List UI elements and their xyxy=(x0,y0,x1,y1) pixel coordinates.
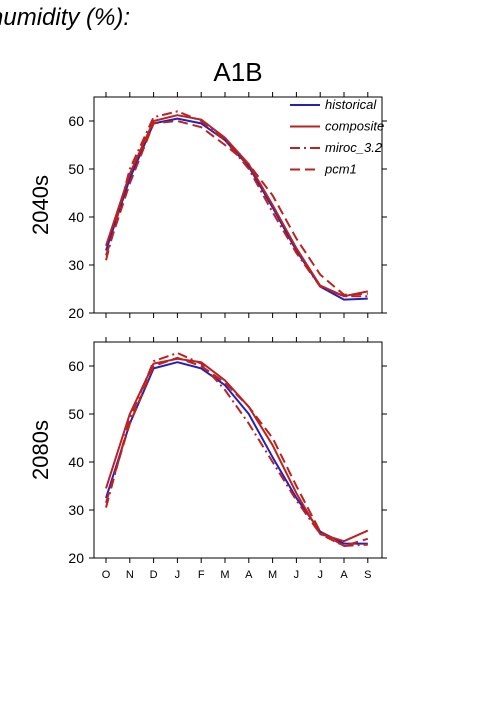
legend-label: composite xyxy=(325,119,384,134)
x-tick-label: M xyxy=(220,569,229,581)
y-axis-label: 2080s xyxy=(28,420,53,480)
x-tick-label: A xyxy=(245,569,253,581)
x-tick-label: M xyxy=(268,569,277,581)
x-tick-label: N xyxy=(126,569,134,581)
y-tick-label: 40 xyxy=(68,209,84,225)
legend-label: miroc_3.2 xyxy=(325,140,383,155)
x-tick-label: A xyxy=(340,569,348,581)
x-tick-label: J xyxy=(175,569,181,581)
y-tick-label: 60 xyxy=(68,113,84,129)
y-tick-label: 20 xyxy=(68,305,84,321)
plot-frame-2 xyxy=(93,341,383,559)
y-tick-label: 30 xyxy=(68,502,84,518)
x-tick-label: O xyxy=(102,569,111,581)
y-tick-label: 40 xyxy=(68,454,84,470)
y-axis-label: 2040s xyxy=(28,175,53,235)
page-title: humidity (%): xyxy=(0,4,131,31)
legend-label: pcm1 xyxy=(324,162,357,177)
y-tick-label: 60 xyxy=(68,358,84,374)
series-line-miroc-3-2 xyxy=(105,352,368,547)
y-tick-label: 20 xyxy=(68,550,84,566)
x-tick-label: F xyxy=(198,569,205,581)
plot-frame-1 xyxy=(93,96,383,314)
series-line-miroc-3-2 xyxy=(105,110,368,298)
legend-label: historical xyxy=(325,97,377,112)
x-tick-label: S xyxy=(364,569,371,581)
series-line-pcm1 xyxy=(105,120,368,296)
x-tick-label: D xyxy=(150,569,158,581)
series-line-composite xyxy=(105,114,368,298)
y-tick-label: 50 xyxy=(68,161,84,177)
chart-title: A1B xyxy=(213,57,262,87)
series-line-historical xyxy=(105,361,368,545)
y-tick-label: 50 xyxy=(68,406,84,422)
x-tick-label: J xyxy=(294,569,300,581)
y-tick-label: 30 xyxy=(68,257,84,273)
series-line-pcm1 xyxy=(105,356,369,547)
x-tick-label: J xyxy=(317,569,323,581)
